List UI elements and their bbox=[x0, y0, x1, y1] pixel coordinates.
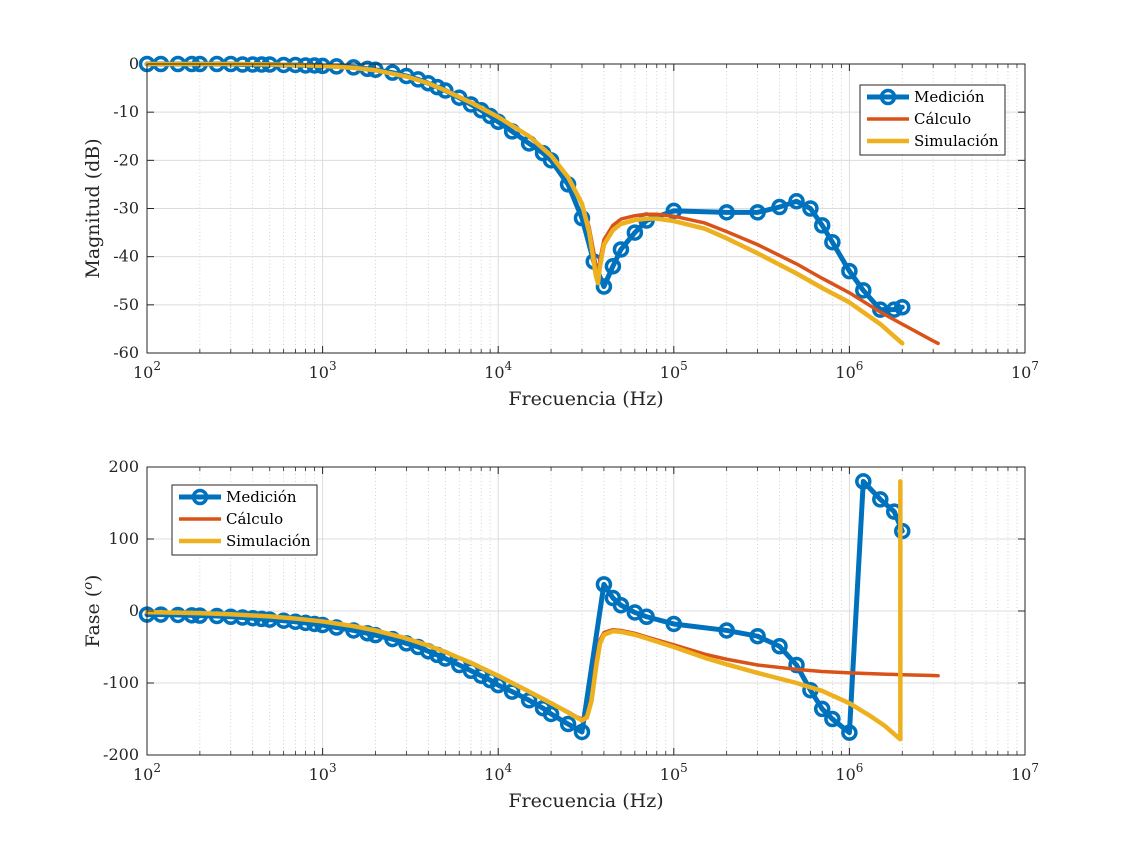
data-point bbox=[191, 607, 209, 624]
data-point bbox=[813, 700, 831, 718]
y-tick-label: -10 bbox=[113, 102, 139, 121]
data-point bbox=[638, 608, 655, 626]
data-point bbox=[749, 627, 766, 645]
legend-label: Cálculo bbox=[226, 510, 283, 528]
x-tick-label: 102 bbox=[133, 359, 161, 382]
legend: Medición Cálculo Simulación bbox=[859, 84, 1006, 156]
legend-label: Simulación bbox=[914, 132, 999, 150]
series-line-simulacin bbox=[144, 61, 905, 346]
data-point bbox=[771, 638, 788, 655]
data-point bbox=[489, 676, 507, 694]
x-axis-label: Frecuencia (Hz) bbox=[508, 388, 663, 410]
x-tick-label: 102 bbox=[133, 761, 161, 784]
y-tick-label: -60 bbox=[113, 343, 139, 362]
data-point bbox=[788, 193, 805, 210]
legend: Medición Cálculo Simulación bbox=[171, 484, 318, 556]
y-tick-label: -30 bbox=[113, 199, 139, 218]
data-point bbox=[718, 622, 735, 639]
data-point bbox=[253, 610, 270, 628]
data-point bbox=[612, 596, 630, 614]
y-axis-label: Magnitud (dB) bbox=[82, 138, 104, 278]
legend-label: Medición bbox=[226, 488, 297, 506]
x-tick-label: 106 bbox=[835, 359, 863, 382]
legend-label: Simulación bbox=[226, 532, 311, 550]
series-line-simulacin bbox=[144, 479, 903, 742]
phase-plot: 102 103 104 105 106 107 200 100 0 -100 -200 Frecuen… bbox=[81, 457, 1039, 812]
data-point bbox=[771, 198, 788, 216]
data-point bbox=[749, 204, 766, 221]
data-point bbox=[894, 298, 911, 316]
data-point bbox=[841, 262, 858, 280]
legend-marker bbox=[191, 488, 209, 506]
data-point bbox=[595, 278, 613, 295]
y-tick-label: 0 bbox=[129, 54, 139, 73]
data-point bbox=[429, 78, 446, 96]
data-point bbox=[573, 723, 591, 741]
data-point bbox=[604, 258, 622, 275]
y-tick-label: -100 bbox=[103, 673, 139, 692]
y-axis-label: Fase (o) bbox=[81, 575, 104, 648]
data-point bbox=[824, 710, 841, 728]
x-tick-label: 106 bbox=[835, 761, 863, 784]
data-point bbox=[872, 491, 889, 508]
data-point bbox=[437, 82, 454, 99]
x-tick-label: 105 bbox=[660, 359, 688, 382]
legend-marker bbox=[879, 88, 897, 106]
y-tick-label: -40 bbox=[113, 247, 139, 266]
x-tick-label: 107 bbox=[1011, 761, 1039, 784]
data-point bbox=[665, 615, 683, 633]
data-point bbox=[885, 301, 903, 318]
data-point bbox=[542, 705, 560, 723]
x-tick-label: 103 bbox=[309, 359, 337, 382]
x-tick-label: 105 bbox=[660, 761, 688, 784]
data-point bbox=[328, 619, 345, 636]
legend-label: Medición bbox=[914, 88, 985, 106]
data-point bbox=[595, 576, 613, 593]
y-tick-label: -20 bbox=[113, 150, 139, 169]
y-tick-label: -200 bbox=[103, 745, 139, 764]
data-point bbox=[306, 615, 323, 633]
data-point bbox=[855, 282, 872, 299]
data-point bbox=[813, 217, 831, 234]
data-point bbox=[287, 613, 304, 631]
ticks bbox=[146, 466, 1026, 756]
x-axis-label: Frecuencia (Hz) bbox=[508, 790, 663, 812]
y-tick-label: 0 bbox=[129, 601, 139, 620]
x-tick-label: 107 bbox=[1011, 359, 1039, 382]
y-tick-label: 200 bbox=[108, 457, 139, 476]
magnitude-plot: 102 103 104 105 106 107 0 -10 -20 -30 -40 -50 -60 Fre… bbox=[82, 54, 1039, 410]
ticks bbox=[146, 63, 1026, 354]
x-tick-label: 104 bbox=[484, 359, 512, 382]
legend-label: Cálculo bbox=[914, 110, 971, 128]
data-point bbox=[244, 609, 261, 627]
y-tick-label: -50 bbox=[113, 295, 139, 314]
y-tick-label: 100 bbox=[108, 529, 139, 548]
data-point bbox=[297, 614, 314, 632]
x-tick-label: 104 bbox=[484, 761, 512, 784]
series-group bbox=[138, 473, 940, 742]
data-point bbox=[788, 656, 805, 674]
data-point bbox=[612, 241, 630, 258]
data-point bbox=[824, 233, 841, 251]
data-point bbox=[855, 473, 872, 490]
data-point bbox=[559, 715, 577, 733]
data-point bbox=[718, 204, 735, 221]
data-point bbox=[841, 724, 858, 741]
x-tick-label: 103 bbox=[309, 761, 337, 784]
data-point bbox=[626, 224, 644, 241]
data-point bbox=[802, 200, 819, 217]
